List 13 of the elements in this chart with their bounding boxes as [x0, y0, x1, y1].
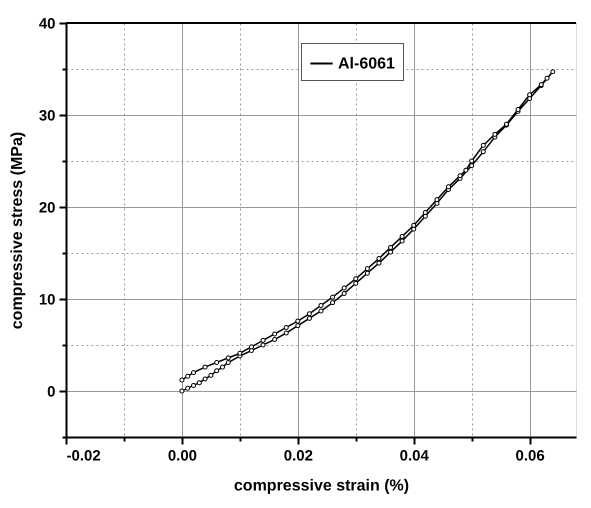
x-tick-label: 0.06	[516, 448, 545, 464]
x-tick-label: 0.00	[168, 448, 198, 464]
y-tick-label: 10	[38, 292, 56, 308]
legend-label: Al-6061	[338, 56, 396, 72]
y-tick-label: 30	[38, 108, 56, 124]
x-tick-label: 0.04	[400, 448, 430, 464]
y-tick-label: 40	[38, 16, 56, 32]
x-axis-title: compressive strain (%)	[234, 478, 410, 494]
x-tick-label: -0.02	[66, 448, 101, 464]
y-axis-title: compressive stress (MPa)	[8, 132, 26, 330]
y-tick-label: 0	[47, 384, 56, 400]
y-tick-label: 20	[38, 200, 56, 216]
x-tick-label: 0.02	[284, 448, 313, 464]
